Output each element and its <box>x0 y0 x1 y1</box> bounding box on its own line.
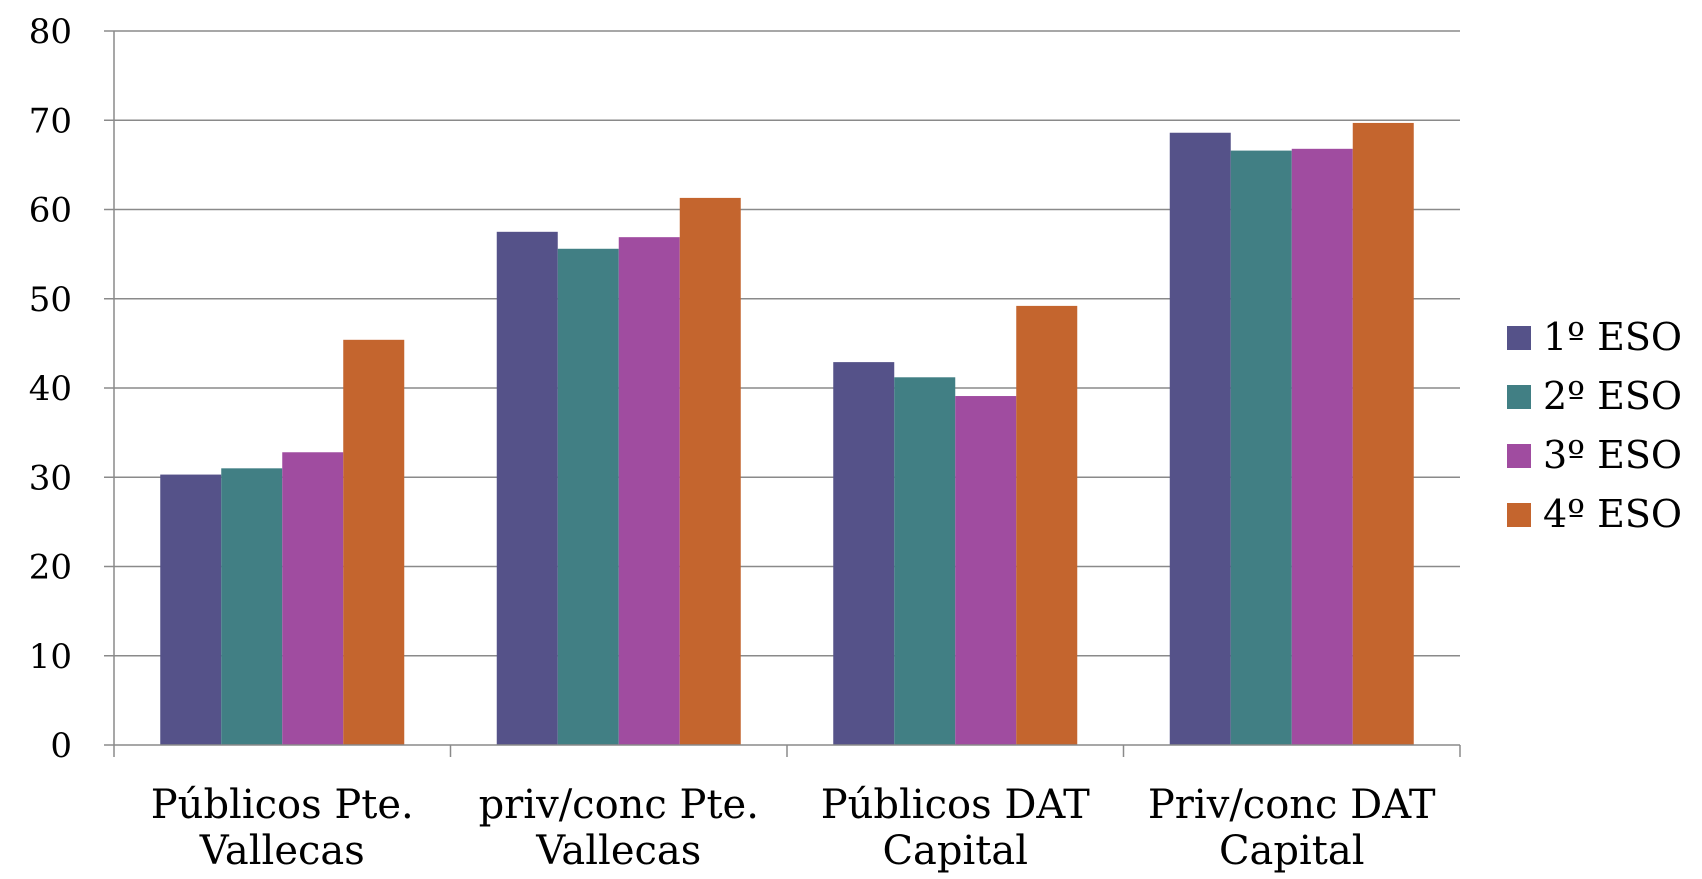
x-category-label: Públicos Pte. <box>151 782 414 828</box>
y-tick-label: 40 <box>29 369 72 409</box>
y-tick-label: 50 <box>29 280 72 320</box>
legend-label: 4º ESO <box>1543 492 1682 536</box>
bar-4 <box>679 197 741 745</box>
x-category-label: Vallecas <box>535 828 701 874</box>
bar-1 <box>160 474 222 745</box>
x-category-label: Públicos DAT <box>821 782 1090 828</box>
y-tick-label: 80 <box>29 12 72 52</box>
y-axis-tick-labels: 0 10 20 30 40 50 60 70 80 <box>29 12 72 766</box>
bar-3 <box>618 237 680 746</box>
bar-4 <box>1352 122 1414 746</box>
bar-2 <box>1230 150 1292 746</box>
bar-3 <box>1291 148 1353 745</box>
legend-swatch <box>1507 503 1531 527</box>
y-tick-label: 60 <box>29 191 72 231</box>
legend-label: 3º ESO <box>1543 433 1682 477</box>
x-category-label: Vallecas <box>199 828 365 874</box>
bar-1 <box>496 231 558 745</box>
x-category-label: Priv/conc DAT <box>1148 782 1436 828</box>
bar-2 <box>894 377 956 745</box>
y-tick-label: 20 <box>29 548 72 588</box>
legend-label: 2º ESO <box>1543 374 1682 418</box>
legend: 1º ESO 2º ESO 3º ESO 4º ESO <box>1507 315 1682 536</box>
bar-2 <box>221 468 283 745</box>
y-tick-label: 0 <box>50 726 72 766</box>
x-category-label: priv/conc Pte. <box>479 782 759 828</box>
legend-swatch <box>1507 326 1531 350</box>
bar-3 <box>955 396 1017 745</box>
bar-3 <box>282 452 344 745</box>
x-category-label: Capital <box>1219 828 1365 874</box>
legend-swatch <box>1507 385 1531 409</box>
legend-swatch <box>1507 444 1531 468</box>
legend-label: 1º ESO <box>1543 315 1682 359</box>
y-tick-label: 10 <box>29 637 72 677</box>
y-tick-label: 30 <box>29 458 72 498</box>
bar-1 <box>833 362 895 745</box>
bar-4 <box>343 339 405 745</box>
axes <box>104 30 1461 757</box>
bar-1 <box>1169 132 1231 745</box>
bar-4 <box>1016 305 1078 745</box>
x-category-label: Capital <box>882 828 1028 874</box>
bars <box>160 122 1414 746</box>
bar-2 <box>557 248 619 745</box>
y-tick-label: 70 <box>29 101 72 141</box>
